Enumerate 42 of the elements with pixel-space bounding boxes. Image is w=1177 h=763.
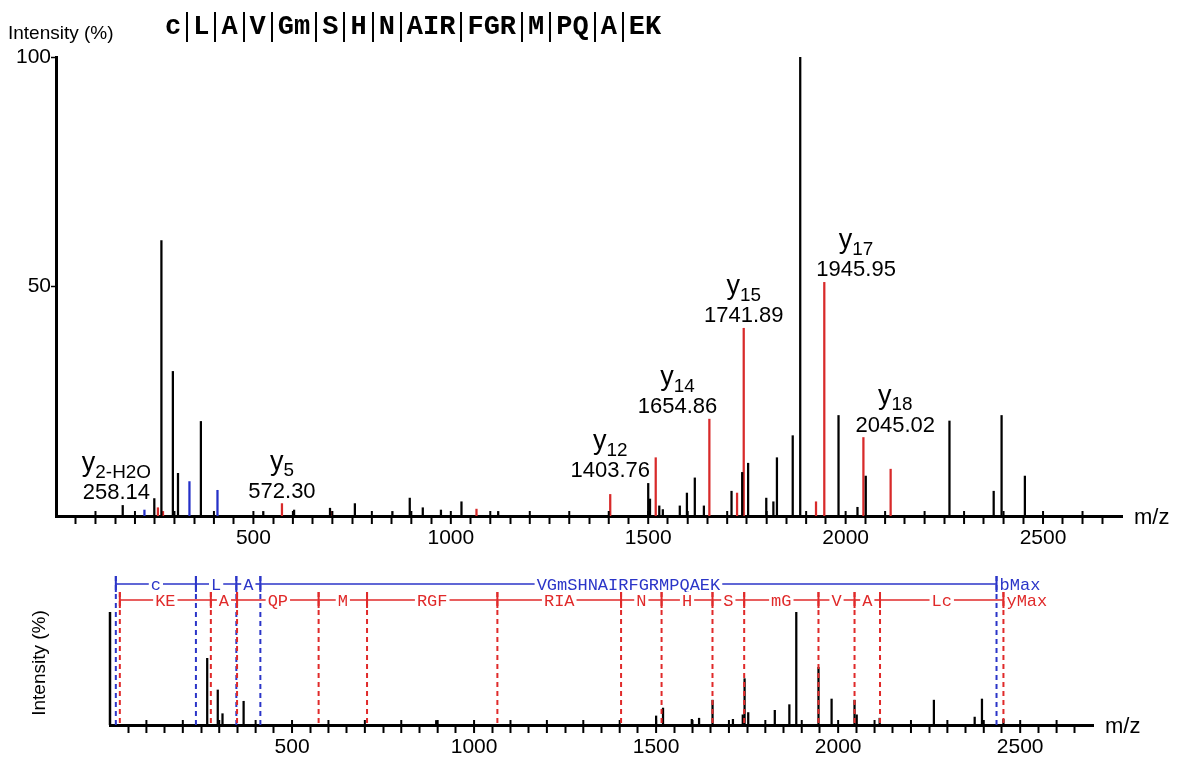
x-tick-label: 2500 [1019,525,1067,549]
ref-line-label: A [218,591,230,611]
ref-line-label: A [243,575,255,595]
ref-line-label: mG [771,591,792,611]
ref-line-label: H [681,591,693,611]
ref-line-label: M [337,591,348,611]
bar [143,509,146,516]
ref-line-label: VGmSHNAIRFGRMPQAEK [536,575,722,595]
x-tick-label: 1500 [624,525,672,549]
ref-line-label: V [831,591,843,611]
y-tick-label: 50 [27,273,51,297]
bar [188,481,191,516]
x-axis-title: m/z [1134,504,1170,530]
x-tick-label: 500 [235,525,271,549]
x-tick-label: 500 [274,734,310,758]
ref-line-label: S [723,591,734,611]
ref-line-label: c [150,575,161,595]
ref-line-label: RGF [416,591,448,611]
ref-line-label: KE [155,591,176,611]
bar [156,507,160,516]
y-axis-title: Intensity (%) [8,22,114,44]
ref-line-label: RIA [543,591,576,611]
ref-line-label: QP [267,591,289,611]
ref-line-label: L [211,575,222,595]
y-tick-label: 100 [15,43,51,67]
bar [280,503,284,516]
x-tick-label: 1000 [427,525,475,549]
x-tick-label: 1000 [450,734,498,758]
ref-line-label: A [862,591,874,611]
bar [475,508,478,516]
bar [814,501,818,516]
y-axis-title: Intensity (%) [28,610,50,716]
ref-line-label: Lc [931,591,952,611]
x-tick-label: 2000 [822,525,869,549]
x-axis-title: m/z [1105,713,1141,739]
x-tick-label: 2500 [996,734,1044,758]
ref-line-label: N [636,591,647,611]
bar [216,489,219,516]
x-tick-label: 2000 [814,734,862,758]
chart-title: c L A V Gm S H N AIR FGR M PQ A EK [165,12,662,42]
x-tick-label: 1500 [632,734,680,758]
bar [862,437,865,516]
